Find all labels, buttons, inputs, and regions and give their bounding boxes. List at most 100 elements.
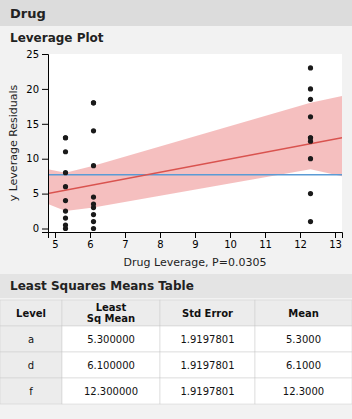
y-axis: 0510152025 — [26, 49, 48, 235]
x-tick: 8 — [157, 232, 163, 250]
text-line: 12.3000 — [283, 386, 324, 397]
table-header-cell — [255, 300, 352, 326]
text-line: d — [28, 360, 34, 371]
table-cell — [62, 378, 160, 404]
scatter-point — [91, 100, 96, 105]
y-tick-label: 0 — [33, 223, 39, 234]
text-line: Sq Mean — [87, 313, 135, 324]
x-tick-mark — [335, 232, 336, 238]
text-line: Mean — [288, 308, 319, 319]
text-line: 12.300000 — [84, 386, 138, 397]
x-tick: 9 — [192, 232, 198, 250]
x-axis-line — [49, 233, 343, 239]
y-tick-mark — [42, 159, 48, 160]
table-title: Least Squares Means Table — [10, 279, 194, 293]
text-line: 1.9197801 — [180, 334, 234, 345]
table-cell — [62, 326, 160, 352]
x-tick-label: 10 — [224, 239, 237, 250]
x-axis: 5678910111213 — [49, 232, 343, 250]
table-cell-text: 5.3000 — [286, 334, 321, 345]
table-cell-text: 6.100000 — [87, 360, 135, 371]
table-cell — [0, 378, 62, 404]
table-cell-text: 12.3000 — [283, 386, 324, 397]
title-bar — [0, 0, 352, 26]
scatter-point — [63, 170, 68, 175]
x-tick-label: 8 — [157, 239, 163, 250]
table-header-text: LeastSq Mean — [87, 302, 135, 324]
text-line: 1.9197801 — [180, 360, 234, 371]
scatter-point — [91, 201, 96, 206]
scatter-point — [308, 156, 313, 161]
x-tick-mark — [300, 232, 301, 238]
table-cell-text: a — [28, 334, 34, 345]
table-cell — [160, 378, 255, 404]
table-header-text: Level — [16, 308, 46, 319]
x-tick-mark — [230, 232, 231, 238]
scatter-point — [91, 163, 96, 168]
x-tick-mark — [160, 232, 161, 238]
y-tick-mark — [42, 194, 48, 195]
text-line: 6.1000 — [286, 360, 321, 371]
scatter-point — [91, 219, 96, 224]
y-tick-mark — [42, 54, 48, 55]
table-header-cell — [0, 300, 62, 326]
scatter-point — [63, 208, 68, 213]
text-line: f — [29, 386, 33, 397]
chart-subtitle: Leverage Plot — [10, 31, 104, 45]
table-cell-text: 1.9197801 — [180, 386, 234, 397]
chart-title: Drug — [10, 6, 46, 21]
table-cell — [255, 326, 352, 352]
y-tick-label: 5 — [33, 188, 39, 199]
x-tick: 7 — [122, 232, 128, 250]
confidence-band — [48, 96, 342, 211]
x-tick: 12 — [294, 232, 307, 250]
scatter-point — [308, 135, 313, 140]
scatter-point — [91, 128, 96, 133]
x-tick: 5 — [52, 232, 58, 250]
text-line: 6.100000 — [87, 360, 135, 371]
y-tick: 0 — [33, 223, 48, 234]
plot-area: 56789101112130510152025 — [26, 49, 342, 250]
scatter-point — [63, 215, 68, 220]
table-header-cell — [160, 300, 255, 326]
table-cell — [255, 378, 352, 404]
scatter-point — [63, 198, 68, 203]
plot-background — [48, 54, 342, 232]
text-line: Level — [16, 308, 46, 319]
y-tick: 15 — [26, 119, 48, 130]
scatter-point — [308, 97, 313, 102]
text-line: 5.3000 — [286, 334, 321, 345]
table-cell — [62, 352, 160, 378]
table-cell-text: 6.1000 — [286, 360, 321, 371]
text-line: 5.300000 — [87, 334, 135, 345]
scatter-point — [308, 86, 313, 91]
table-cell — [160, 326, 255, 352]
x-tick-mark — [55, 232, 56, 238]
table-cell-text: 1.9197801 — [180, 334, 234, 345]
y-tick-label: 25 — [26, 49, 39, 60]
table-header-text: Std Error — [182, 308, 233, 319]
scatter-point — [308, 219, 313, 224]
scatter-point — [308, 65, 313, 70]
scatter-point — [91, 194, 96, 199]
scatter-point — [91, 226, 96, 231]
scatter-point — [63, 184, 68, 189]
y-tick-mark — [42, 229, 48, 230]
table: Level LeastSq Mean Std Error Mean a 5.300000 1… — [0, 300, 352, 404]
y-tick-mark — [42, 124, 48, 125]
table-cell-text: 5.300000 — [87, 334, 135, 345]
table-cell — [0, 326, 62, 352]
table-title-bar — [0, 274, 352, 298]
table-cell-text: f — [29, 386, 33, 397]
x-axis-title: Drug Leverage, P=0.0305 — [124, 256, 267, 269]
x-tick-mark — [90, 232, 91, 238]
scatter-point — [63, 135, 68, 140]
x-tick-mark — [125, 232, 126, 238]
scatter-point — [91, 212, 96, 217]
table-cell-text: 12.300000 — [84, 386, 138, 397]
y-tick-mark — [42, 89, 48, 90]
scatter-point — [63, 135, 68, 140]
text-line: Std Error — [182, 308, 233, 319]
table-header-cell — [62, 300, 160, 326]
scatter-point — [308, 114, 313, 119]
